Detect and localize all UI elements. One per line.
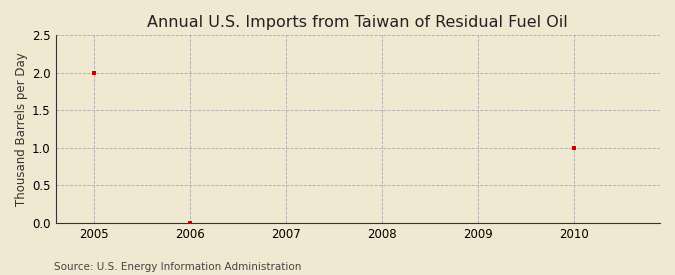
Title: Annual U.S. Imports from Taiwan of Residual Fuel Oil: Annual U.S. Imports from Taiwan of Resid… xyxy=(147,15,568,30)
Y-axis label: Thousand Barrels per Day: Thousand Barrels per Day xyxy=(15,52,28,206)
Text: Source: U.S. Energy Information Administration: Source: U.S. Energy Information Administ… xyxy=(54,262,301,272)
